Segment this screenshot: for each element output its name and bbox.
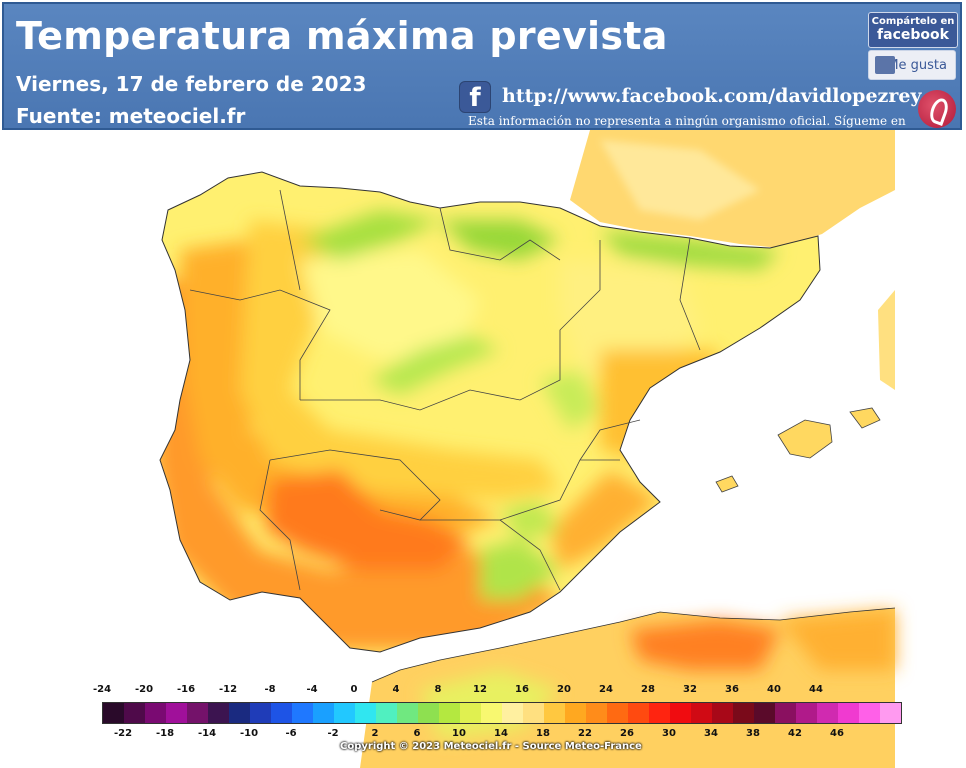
legend-swatch bbox=[145, 703, 166, 723]
legend-tick-label: 44 bbox=[809, 684, 823, 695]
share-label: Compártelo en bbox=[871, 16, 955, 27]
legend-swatch bbox=[502, 703, 523, 723]
legend-swatch bbox=[649, 703, 670, 723]
legend-tick-label: 4 bbox=[392, 684, 400, 695]
legend-tick-label: 12 bbox=[473, 684, 487, 695]
legend-tick-label: 6 bbox=[413, 728, 421, 739]
page-title: Temperatura máxima prevista bbox=[16, 14, 668, 58]
share-facebook-button[interactable]: Compártelo en facebook bbox=[868, 12, 958, 48]
legend-tick-label: 18 bbox=[536, 728, 550, 739]
legend-swatch bbox=[334, 703, 355, 723]
iberia-coastline bbox=[159, 171, 821, 653]
copyright-text: Copyright © 2023 Meteociel.fr - Source M… bbox=[340, 741, 642, 752]
legend-swatch bbox=[460, 703, 481, 723]
legend-swatch bbox=[670, 703, 691, 723]
iberia-land bbox=[160, 172, 820, 652]
legend-tick-label: -16 bbox=[176, 684, 196, 695]
legend-tick-label: 2 bbox=[371, 728, 379, 739]
legend-swatch bbox=[187, 703, 208, 723]
data-source: Fuente: meteociel.fr bbox=[16, 104, 246, 128]
regional-borders bbox=[189, 189, 701, 591]
legend-swatch bbox=[880, 703, 901, 723]
legend-swatch bbox=[250, 703, 271, 723]
legend-tick-label: 42 bbox=[788, 728, 802, 739]
legend-tick-label: -6 bbox=[285, 728, 297, 739]
legend-swatch bbox=[208, 703, 229, 723]
legend-swatch bbox=[754, 703, 775, 723]
legend-tick-label: 40 bbox=[767, 684, 781, 695]
legend-tick-label: 20 bbox=[557, 684, 571, 695]
legend-tick-label: 46 bbox=[830, 728, 844, 739]
author-logo-icon[interactable] bbox=[918, 90, 956, 128]
legend-swatch bbox=[355, 703, 376, 723]
legend-swatch bbox=[607, 703, 628, 723]
legend-tick-label: 22 bbox=[578, 728, 592, 739]
legend-tick-label: -14 bbox=[197, 728, 217, 739]
legend-swatch bbox=[628, 703, 649, 723]
like-label: Me gusta bbox=[887, 58, 947, 73]
header-banner: Temperatura máxima prevista Viernes, 17 … bbox=[2, 2, 962, 130]
legend-tick-label: 16 bbox=[515, 684, 529, 695]
legend-tick-label: 0 bbox=[350, 684, 358, 695]
legend-tick-label: -4 bbox=[306, 684, 318, 695]
forecast-date: Viernes, 17 de febrero de 2023 bbox=[16, 72, 367, 96]
legend-swatch bbox=[796, 703, 817, 723]
legend-swatch bbox=[775, 703, 796, 723]
like-button[interactable]: Me gusta bbox=[868, 50, 956, 80]
share-facebook-label: facebook bbox=[877, 27, 949, 43]
legend-tick-label: 26 bbox=[620, 728, 634, 739]
legend-tick-label: -2 bbox=[327, 728, 339, 739]
legend-tick-label: 38 bbox=[746, 728, 760, 739]
legend-swatch bbox=[166, 703, 187, 723]
legend-swatch bbox=[712, 703, 733, 723]
legend-swatch bbox=[565, 703, 586, 723]
legend-swatch bbox=[586, 703, 607, 723]
legend-tick-label: -12 bbox=[218, 684, 238, 695]
legend-tick-label: 32 bbox=[683, 684, 697, 695]
legend-tick-label: -20 bbox=[134, 684, 154, 695]
legend-tick-label: -10 bbox=[239, 728, 259, 739]
legend-swatch bbox=[376, 703, 397, 723]
legend-swatch bbox=[838, 703, 859, 723]
legend-tick-label: -22 bbox=[113, 728, 133, 739]
legend-swatch bbox=[439, 703, 460, 723]
legend-swatch bbox=[397, 703, 418, 723]
temperature-map bbox=[0, 130, 966, 768]
legend-swatch bbox=[292, 703, 313, 723]
legend-swatch bbox=[691, 703, 712, 723]
legend-tick-label: -8 bbox=[264, 684, 276, 695]
legend-swatch bbox=[544, 703, 565, 723]
legend-swatch bbox=[271, 703, 292, 723]
legend-swatch bbox=[229, 703, 250, 723]
temperature-legend: -24 -20 -16 -12 -8 -4 0 4 8 12 16 20 24 28 32 36 40 44 -22… bbox=[88, 684, 902, 754]
legend-swatch bbox=[103, 703, 124, 723]
legend-swatch bbox=[733, 703, 754, 723]
legend-tick-label: 30 bbox=[662, 728, 676, 739]
legend-tick-label: -24 bbox=[92, 684, 112, 695]
legend-tick-label: 14 bbox=[494, 728, 508, 739]
disclaimer-text: Esta información no representa a ningún … bbox=[468, 114, 906, 128]
legend-swatch bbox=[817, 703, 838, 723]
legend-tick-label: 28 bbox=[641, 684, 655, 695]
color-scale-bar bbox=[102, 702, 902, 724]
legend-tick-label: 36 bbox=[725, 684, 739, 695]
legend-swatch bbox=[523, 703, 544, 723]
legend-tick-label: 8 bbox=[434, 684, 442, 695]
legend-swatch bbox=[859, 703, 880, 723]
legend-swatch bbox=[313, 703, 334, 723]
legend-tick-label: 34 bbox=[704, 728, 718, 739]
legend-tick-label: 24 bbox=[599, 684, 613, 695]
legend-tick-label: -18 bbox=[155, 728, 175, 739]
legend-swatch bbox=[124, 703, 145, 723]
thumbs-up-icon bbox=[875, 56, 895, 74]
balearic-islands bbox=[777, 419, 833, 459]
facebook-url-link[interactable]: http://www.facebook.com/davidlopezrey bbox=[502, 85, 922, 107]
legend-swatch bbox=[418, 703, 439, 723]
legend-swatch bbox=[481, 703, 502, 723]
facebook-icon[interactable]: f bbox=[460, 82, 490, 113]
legend-tick-label: 10 bbox=[452, 728, 466, 739]
